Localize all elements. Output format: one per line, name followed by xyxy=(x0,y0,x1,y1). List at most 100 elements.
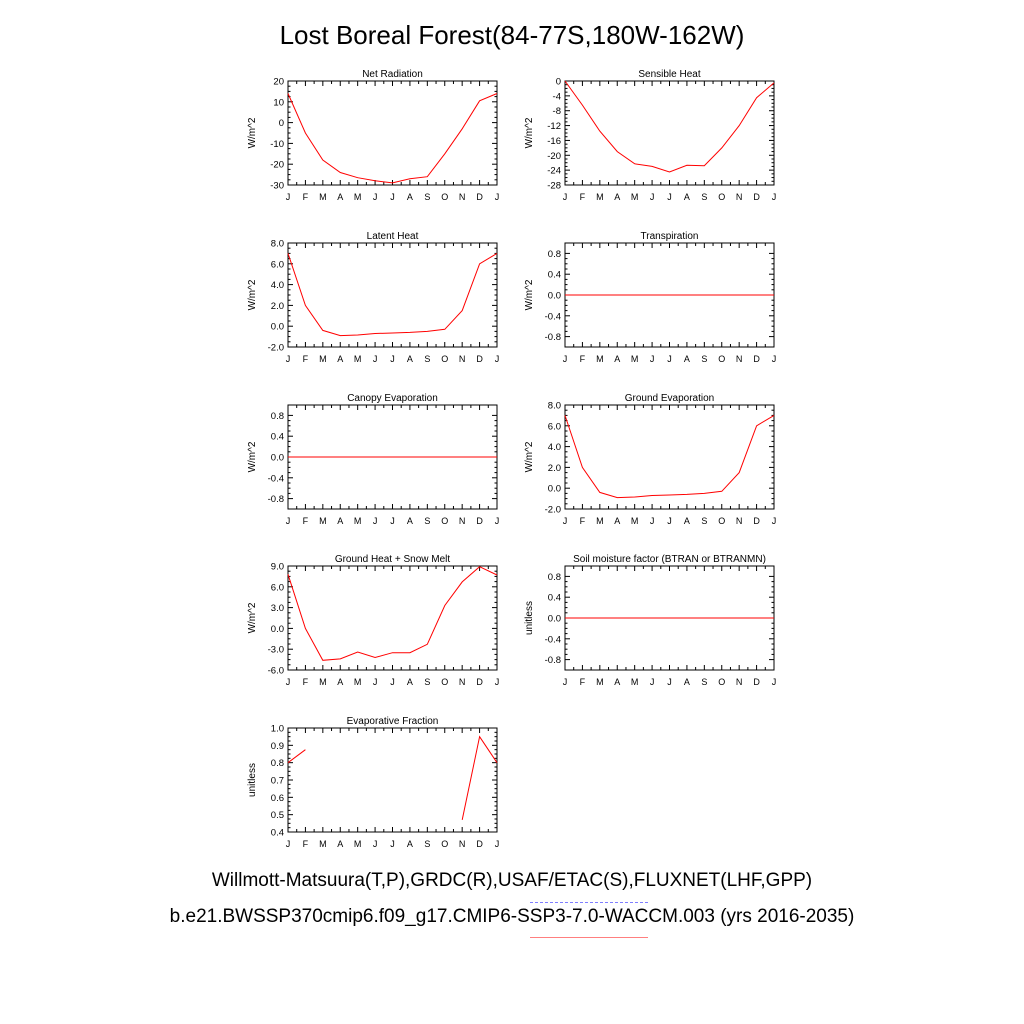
y-tick-label: 0.8 xyxy=(271,411,284,422)
y-tick-label: 0.0 xyxy=(548,291,561,302)
x-tick-label: A xyxy=(337,839,343,849)
y-tick-label: -8 xyxy=(553,106,561,117)
panel-9: J F M A M J J A S O N D J0.40.50.60.70.80.91.0Evapor… xyxy=(247,716,499,849)
x-tick-label: A xyxy=(684,516,690,526)
panel-title: Ground Heat + Snow Melt xyxy=(335,554,451,565)
x-tick-label: D xyxy=(476,677,483,687)
panel-title: Evaporative Fraction xyxy=(347,716,439,727)
x-tick-label: O xyxy=(718,677,725,687)
y-tick-label: -0.4 xyxy=(545,311,561,322)
y-tick-label: 3.0 xyxy=(271,603,284,614)
y-tick-label: 8.0 xyxy=(548,401,561,412)
x-tick-label: J xyxy=(390,677,395,687)
panel-4: J F M A M J J A S O N D J-0.8-0.40.00.40.8Transpirat… xyxy=(524,231,776,364)
y-tick-label: 0 xyxy=(556,77,561,88)
y-tick-label: 0.6 xyxy=(271,793,284,804)
x-tick-label: D xyxy=(753,516,760,526)
y-tick-label: 0.0 xyxy=(271,624,284,635)
y-tick-label: -0.8 xyxy=(545,655,561,666)
plot-frame xyxy=(564,80,775,186)
x-tick-label: J xyxy=(563,516,568,526)
x-tick-label: F xyxy=(303,839,309,849)
x-tick-label: F xyxy=(303,677,309,687)
panel-title: Sensible Heat xyxy=(638,69,700,80)
y-axis-label: W/m^2 xyxy=(247,279,258,310)
panel-title: Latent Heat xyxy=(367,231,419,242)
x-tick-label: J xyxy=(650,516,655,526)
panel-2: J F M A M J J A S O N D J-28-24-20-16-12-8-40Sensibl… xyxy=(524,69,776,202)
x-tick-label: J xyxy=(286,354,291,364)
y-tick-label: -20 xyxy=(270,160,284,171)
x-tick-label: J xyxy=(563,677,568,687)
panel-title: Net Radiation xyxy=(362,69,423,80)
x-tick-label: O xyxy=(441,192,448,202)
x-tick-label: N xyxy=(459,677,466,687)
y-tick-label: 0.0 xyxy=(271,322,284,333)
y-axis-label: W/m^2 xyxy=(524,441,535,472)
x-tick-label: J xyxy=(667,354,672,364)
x-tick-label: M xyxy=(354,677,362,687)
x-tick-label: M xyxy=(354,192,362,202)
x-tick-label: D xyxy=(476,516,483,526)
plot-frame xyxy=(564,404,775,510)
y-tick-label: -28 xyxy=(547,181,561,192)
series-line xyxy=(461,735,498,821)
x-tick-label: J xyxy=(390,516,395,526)
x-tick-label: A xyxy=(684,354,690,364)
panel-title: Canopy Evaporation xyxy=(347,393,438,404)
x-tick-label: J xyxy=(286,839,291,849)
y-axis-label: unitless xyxy=(247,763,258,797)
y-tick-label: 0.4 xyxy=(271,432,284,443)
x-tick-label: M xyxy=(631,354,639,364)
x-tick-label: D xyxy=(753,677,760,687)
y-tick-label: 2.0 xyxy=(548,463,561,474)
x-tick-label: A xyxy=(614,516,620,526)
main-title: Lost Boreal Forest(84-77S,180W-162W) xyxy=(279,20,745,50)
x-tick-label: A xyxy=(407,516,413,526)
x-tick-label: J xyxy=(772,354,777,364)
x-tick-label: A xyxy=(407,192,413,202)
x-tick-label: J xyxy=(667,677,672,687)
x-tick-label: O xyxy=(718,516,725,526)
x-tick-label: J xyxy=(563,354,568,364)
x-tick-label: S xyxy=(424,192,430,202)
x-tick-label: M xyxy=(631,516,639,526)
y-tick-label: -3.0 xyxy=(268,645,284,656)
x-tick-label: N xyxy=(736,354,743,364)
x-tick-label: M xyxy=(319,192,327,202)
legend-model-line xyxy=(530,937,648,938)
y-tick-label: -6.0 xyxy=(268,666,284,677)
x-tick-label: A xyxy=(407,839,413,849)
y-tick-label: -20 xyxy=(547,151,561,162)
x-tick-label: J xyxy=(286,516,291,526)
y-tick-label: 0.9 xyxy=(271,741,284,752)
y-tick-label: -0.4 xyxy=(268,473,284,484)
panel-title: Transpiration xyxy=(641,231,699,242)
series-line xyxy=(564,414,775,499)
x-tick-label: S xyxy=(424,677,430,687)
x-tick-label: F xyxy=(580,677,586,687)
series-line xyxy=(564,80,775,173)
y-tick-label: 6.0 xyxy=(548,421,561,432)
x-tick-label: J xyxy=(772,516,777,526)
x-tick-label: A xyxy=(407,354,413,364)
y-axis-label: W/m^2 xyxy=(524,117,535,148)
y-tick-label: 9.0 xyxy=(271,562,284,573)
x-tick-label: J xyxy=(563,192,568,202)
x-tick-label: N xyxy=(736,192,743,202)
x-tick-label: N xyxy=(736,516,743,526)
x-tick-label: D xyxy=(476,192,483,202)
y-tick-label: 0.4 xyxy=(548,593,561,604)
y-tick-label: -30 xyxy=(270,181,284,192)
x-tick-label: A xyxy=(684,192,690,202)
x-tick-label: J xyxy=(286,677,291,687)
y-tick-label: 2.0 xyxy=(271,301,284,312)
x-tick-label: F xyxy=(580,192,586,202)
x-tick-label: M xyxy=(596,192,604,202)
y-tick-label: 0.8 xyxy=(548,249,561,260)
y-tick-label: 20 xyxy=(273,77,284,88)
series-line xyxy=(287,252,498,337)
x-tick-label: M xyxy=(596,516,604,526)
